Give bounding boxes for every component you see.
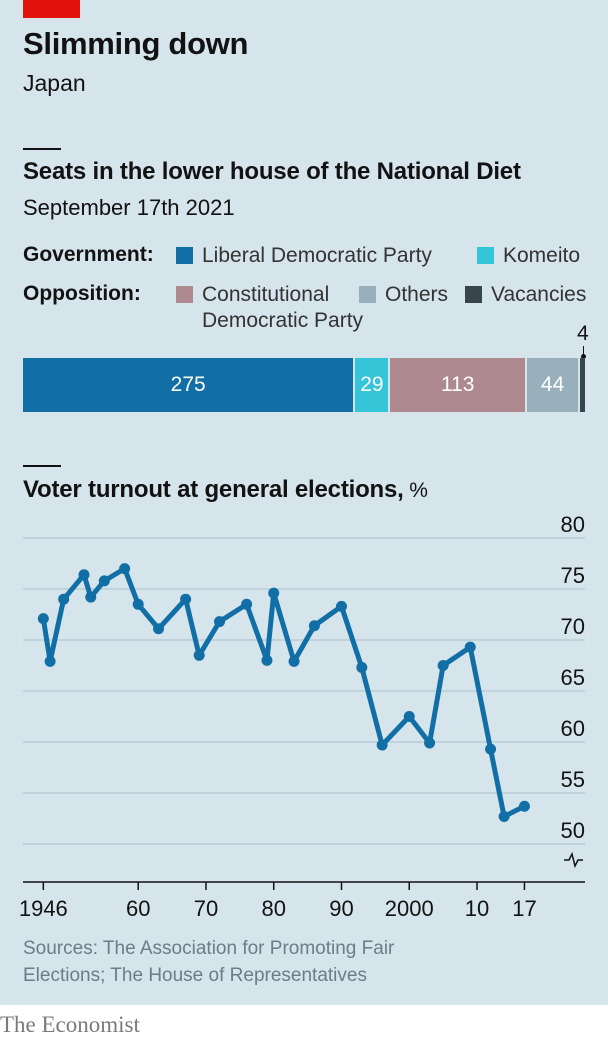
government-label: Government: bbox=[23, 243, 154, 266]
bar-label-cdp: 113 bbox=[440, 373, 475, 396]
turnout-title-text: Voter turnout at general elections, bbox=[23, 476, 404, 503]
turnout-line bbox=[40, 566, 527, 819]
economist-logo: The Economist bbox=[0, 1012, 140, 1037]
bar-segment-others: 44 bbox=[526, 358, 579, 412]
turnout-line-chart: 50 55 60 65 70 75 80 1946 60 70 80 90 2000 10 17 bbox=[19, 512, 585, 921]
y-tick-label-55: 55 bbox=[561, 767, 585, 792]
y-tick-label-75: 75 bbox=[561, 563, 585, 588]
legend-item-cdp: Constitutional Democratic Party bbox=[176, 282, 363, 334]
data-point-1952 bbox=[78, 569, 90, 581]
bar-segment-cdp: 113 bbox=[390, 358, 525, 412]
x-tick-label-1990: 90 bbox=[329, 896, 353, 921]
legend-swatch-komeito bbox=[477, 247, 494, 264]
seats-stacked-bar: 275 29 113 44 bbox=[23, 358, 585, 412]
data-point-1963 bbox=[153, 623, 165, 635]
data-point-1947 bbox=[44, 655, 56, 667]
data-point-1953 bbox=[85, 591, 97, 603]
opposition-label: Opposition: bbox=[23, 282, 141, 305]
legend-label-cdp-line2: Democratic Party bbox=[202, 309, 364, 332]
x-tick-label-2000: 2000 bbox=[385, 896, 434, 921]
data-point-2012 bbox=[485, 743, 497, 755]
data-point-1946 bbox=[37, 613, 49, 625]
bar-segment-ldp: 275 bbox=[23, 358, 354, 412]
data-point-1993 bbox=[356, 662, 368, 674]
vacancies-pointer-line bbox=[583, 346, 584, 358]
y-tick-label-65: 65 bbox=[561, 665, 585, 690]
data-point-2003 bbox=[424, 737, 436, 749]
bar-segment-vacancies bbox=[580, 358, 585, 412]
data-point-2014 bbox=[498, 810, 510, 822]
y-tick-label-70: 70 bbox=[561, 614, 585, 639]
legend-item-others: Others bbox=[359, 282, 448, 308]
turnout-title: Voter turnout at general elections, % bbox=[23, 476, 428, 504]
section-rule-turnout bbox=[23, 465, 61, 467]
legend-label-vacancies: Vacancies bbox=[491, 283, 587, 306]
bar-segment-komeito: 29 bbox=[355, 358, 389, 412]
legend-swatch-vacancies bbox=[465, 286, 482, 303]
y-tick-label-50: 50 bbox=[561, 818, 585, 843]
x-tick-label-1960: 60 bbox=[126, 896, 150, 921]
legend-label-cdp-line1: Constitutional bbox=[202, 283, 330, 306]
x-tick-label-1980: 80 bbox=[261, 896, 285, 921]
x-tick-label-2017: 17 bbox=[512, 896, 536, 921]
data-point-1983 bbox=[288, 655, 300, 667]
chart-title: Slimming down bbox=[23, 26, 249, 61]
chart-panel bbox=[0, 0, 608, 1005]
legend-swatch-ldp bbox=[176, 247, 193, 264]
data-point-2017 bbox=[518, 800, 530, 812]
bar-label-ldp: 275 bbox=[170, 373, 206, 396]
data-point-1972 bbox=[214, 616, 226, 628]
axis-break-icon bbox=[564, 851, 583, 869]
x-tick-label-1946: 1946 bbox=[19, 896, 68, 921]
data-point-1979 bbox=[261, 654, 273, 666]
bar-label-others: 44 bbox=[540, 373, 565, 396]
legend-label-others: Others bbox=[385, 283, 449, 306]
seats-title: Seats in the lower house of the National… bbox=[23, 158, 521, 185]
legend-item-komeito: Komeito bbox=[477, 243, 580, 269]
legend-item-ldp: Liberal Democratic Party bbox=[176, 243, 432, 269]
data-point-1949 bbox=[58, 593, 70, 605]
data-point-2000 bbox=[403, 711, 415, 722]
legend-item-vacancies: Vacancies bbox=[465, 282, 586, 308]
data-point-1958 bbox=[119, 563, 131, 575]
data-point-1955 bbox=[98, 575, 110, 587]
section-rule-seats bbox=[23, 148, 61, 150]
x-tick-label-2010: 10 bbox=[465, 896, 489, 921]
legend-label-ldp: Liberal Democratic Party bbox=[202, 244, 432, 267]
chart-subtitle: Japan bbox=[23, 70, 86, 96]
brand-red-tag bbox=[23, 0, 80, 18]
legend-swatch-others bbox=[359, 286, 376, 303]
data-point-1969 bbox=[193, 649, 205, 661]
legend-swatch-cdp bbox=[176, 286, 193, 303]
data-point-1986 bbox=[308, 620, 320, 632]
data-point-1990 bbox=[335, 600, 347, 612]
data-point-2005 bbox=[437, 660, 449, 671]
source-note: Sources: The Association for Promoting F… bbox=[23, 938, 395, 986]
turnout-unit: % bbox=[403, 479, 428, 502]
legend-label-komeito: Komeito bbox=[503, 244, 581, 267]
seats-subtitle: September 17th 2021 bbox=[23, 195, 235, 220]
y-tick-label-80: 80 bbox=[561, 512, 585, 537]
vacancies-pointer-dot bbox=[581, 354, 586, 359]
data-point-1960 bbox=[132, 598, 144, 610]
bar-label-komeito: 29 bbox=[360, 373, 384, 396]
y-tick-label-60: 60 bbox=[561, 716, 585, 741]
x-tick-label-1970: 70 bbox=[194, 896, 218, 921]
vacancies-value-label: 4 bbox=[577, 322, 589, 345]
data-point-1976 bbox=[241, 598, 253, 610]
data-point-1967 bbox=[180, 593, 192, 605]
data-point-1996 bbox=[376, 739, 388, 751]
data-point-1980 bbox=[268, 587, 280, 599]
data-point-2009 bbox=[464, 641, 476, 653]
